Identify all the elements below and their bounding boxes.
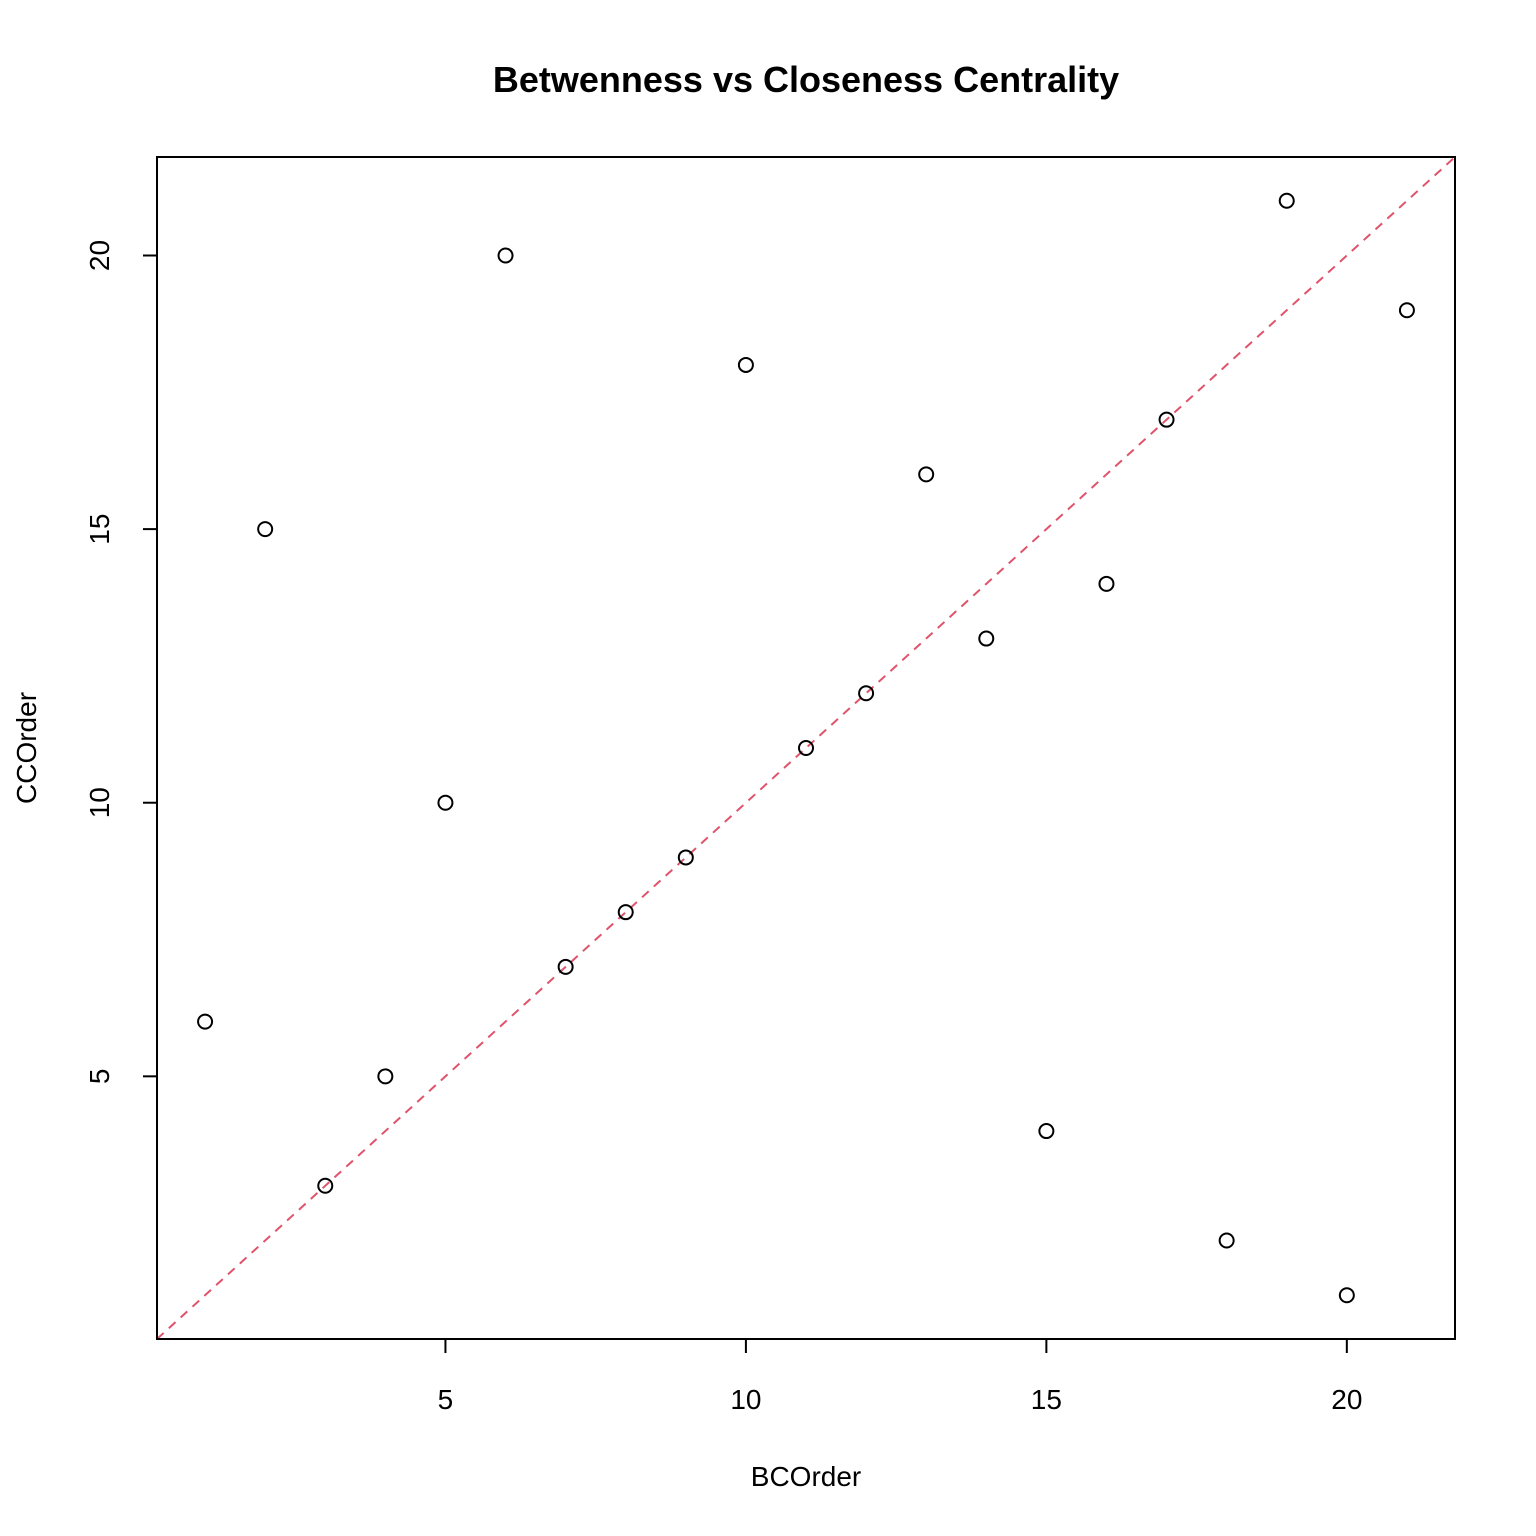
- x-tick-label: 20: [1331, 1384, 1362, 1415]
- data-point: [1398, 302, 1415, 319]
- data-point: [677, 849, 694, 866]
- data-point: [617, 904, 634, 921]
- x-axis: 5 10 15 20: [438, 1338, 1362, 1415]
- data-point: [317, 1177, 334, 1194]
- data-point: [377, 1068, 394, 1085]
- y-tick-label: 5: [84, 1069, 115, 1085]
- y-axis: 5 10 15 20: [84, 240, 158, 1085]
- data-point: [1338, 1287, 1355, 1304]
- data-point: [1038, 1123, 1055, 1140]
- y-tick-label: 15: [84, 514, 115, 545]
- data-point: [858, 685, 875, 702]
- y-tick-label: 20: [84, 240, 115, 271]
- data-point: [798, 740, 814, 756]
- y-tick-label: 10: [84, 787, 115, 818]
- data-point: [1218, 1232, 1235, 1249]
- data-point: [1158, 411, 1175, 428]
- data-point: [497, 247, 514, 264]
- x-tick-label: 5: [438, 1384, 454, 1415]
- plot-content: [156, 156, 1456, 1340]
- data-point: [257, 521, 274, 538]
- data-point: [1278, 192, 1295, 209]
- data-point: [978, 630, 995, 647]
- data-point: [918, 466, 935, 483]
- y-axis-label: CCOrder: [11, 692, 42, 804]
- data-point: [197, 1013, 214, 1030]
- x-tick-label: 15: [1031, 1384, 1062, 1415]
- reference-line: [156, 156, 1456, 1340]
- data-point: [1098, 575, 1115, 592]
- x-axis-label: BCOrder: [751, 1461, 861, 1492]
- chart-title: Betwenness vs Closeness Centrality: [493, 59, 1119, 100]
- data-point: [437, 794, 454, 811]
- data-point: [557, 958, 574, 975]
- x-tick-label: 10: [730, 1384, 761, 1415]
- data-point: [737, 356, 754, 373]
